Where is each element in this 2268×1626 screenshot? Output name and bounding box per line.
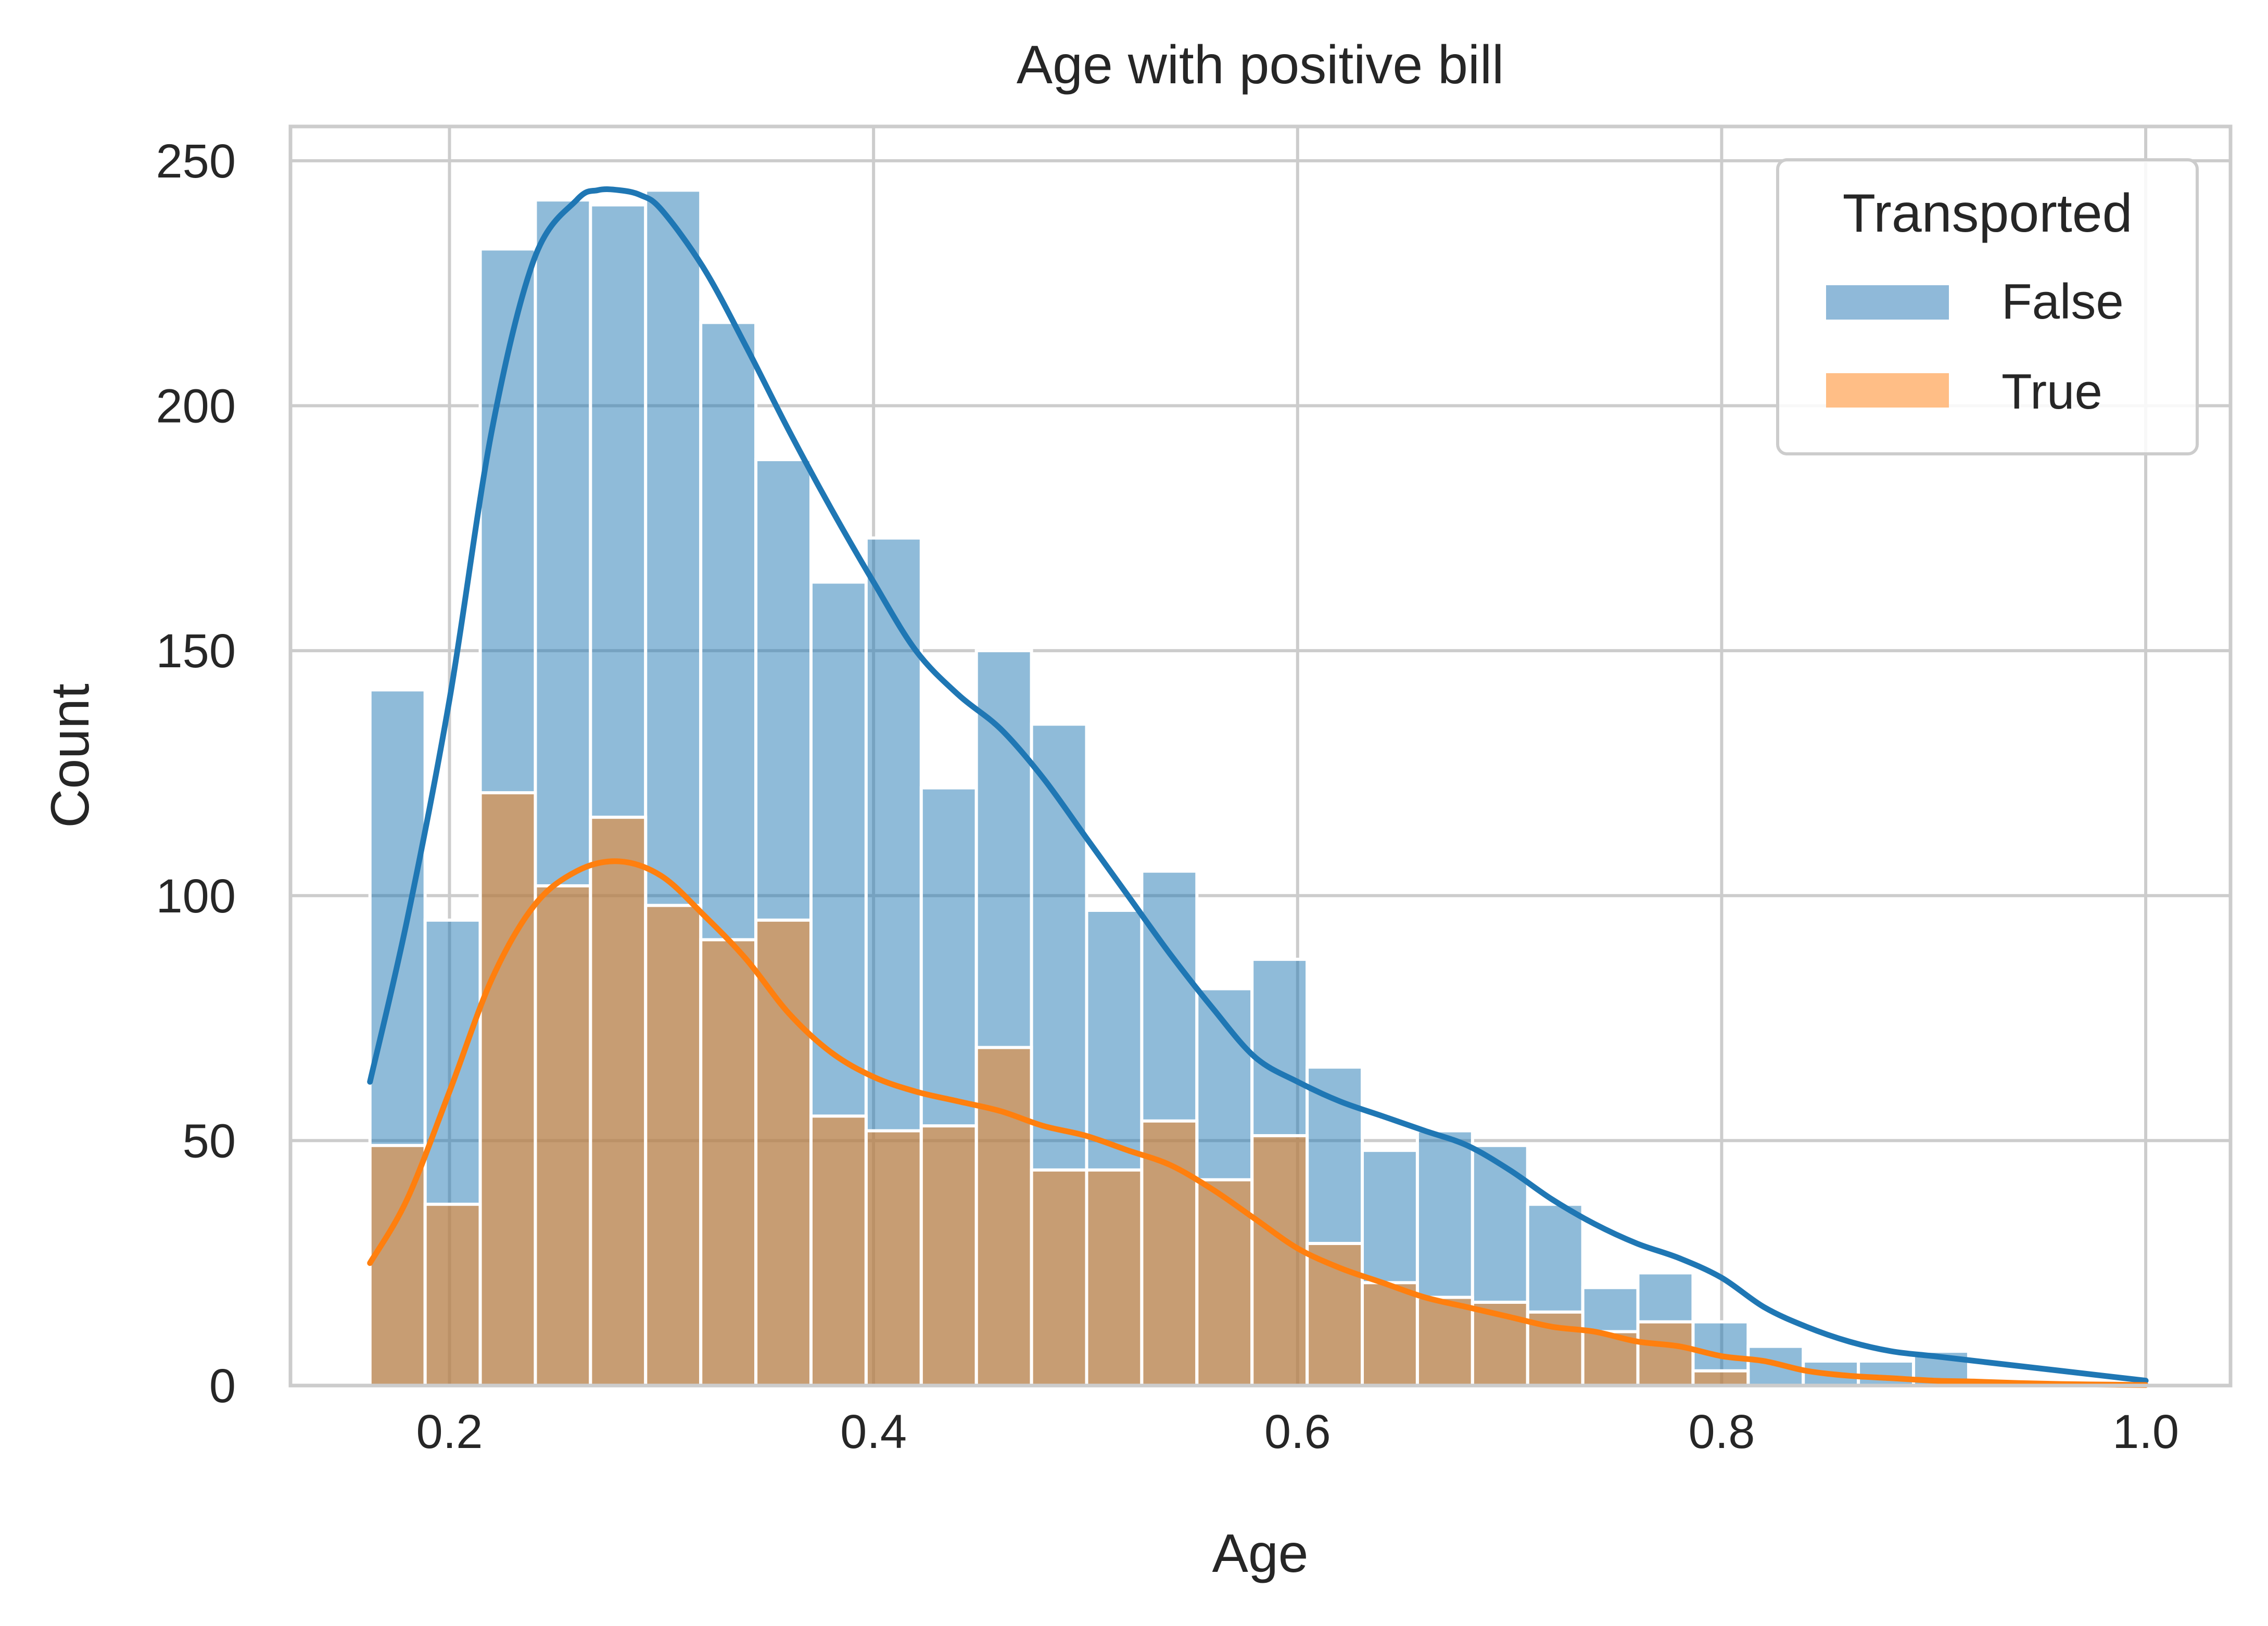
bar-true: [1415, 1295, 1474, 1388]
bar-true: [809, 1114, 868, 1387]
bar-true: [919, 1124, 978, 1388]
chart-title: Age with positive bill: [1017, 35, 1504, 95]
legend-swatch-false: [1826, 285, 1949, 320]
bar-true: [1636, 1320, 1695, 1388]
x-axis-label: Age: [1212, 1523, 1308, 1584]
legend-title: Transported: [1843, 183, 2133, 244]
bar-true: [974, 1046, 1033, 1388]
x-tick-label: 0.8: [1688, 1405, 1755, 1458]
x-tick-label: 0.6: [1264, 1405, 1331, 1458]
y-axis-label: Count: [40, 683, 100, 828]
x-tick-label: 1.0: [2112, 1405, 2179, 1458]
legend-label-true: True: [2001, 364, 2102, 420]
legend: Transported False True: [1776, 158, 2199, 455]
bar-true: [478, 791, 537, 1387]
bar-true: [1691, 1369, 1750, 1388]
bars-series-true: [368, 791, 1750, 1388]
bar-true: [754, 918, 813, 1387]
kde-curves: [367, 186, 2149, 1388]
x-tick-label: 0.4: [840, 1405, 907, 1458]
bar-true: [1361, 1281, 1419, 1388]
bar-true: [1085, 1168, 1144, 1387]
plot-frame: [288, 124, 2233, 1388]
bar-true: [864, 1129, 923, 1387]
bar-true: [1250, 1134, 1309, 1388]
y-tick-label: 100: [156, 870, 236, 923]
bar-true: [1140, 1119, 1199, 1387]
bar-true: [423, 1202, 482, 1387]
y-tick-label: 250: [156, 135, 236, 188]
kde-line-true: [367, 858, 2149, 1388]
y-tick-label: 150: [156, 625, 236, 678]
bar-true: [699, 938, 758, 1387]
bar-true: [589, 816, 648, 1387]
bar-true: [534, 884, 592, 1387]
tick-labels: 0.2 0.4 0.6 0.8 1.0 0 50 100 150 200 250: [156, 135, 2180, 1458]
legend-label-false: False: [2001, 274, 2124, 329]
x-tick-label: 0.2: [416, 1405, 483, 1458]
y-tick-label: 0: [209, 1360, 236, 1413]
bar-true: [644, 904, 703, 1387]
y-tick-label: 50: [183, 1114, 236, 1167]
kde-line-false: [367, 186, 2149, 1384]
y-tick-label: 200: [156, 380, 236, 433]
bar-true: [1030, 1168, 1088, 1387]
legend-swatch-true: [1826, 373, 1949, 408]
